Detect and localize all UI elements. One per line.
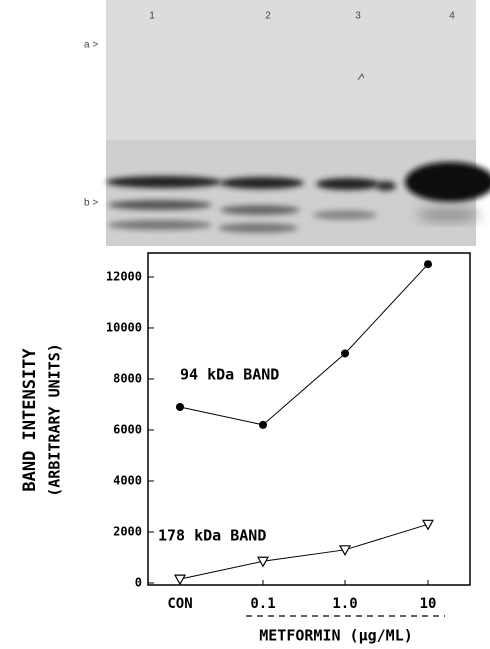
x-axis-label: METFORMIN (μg/ML) xyxy=(259,627,413,645)
lane-label: 4 xyxy=(449,11,455,22)
series-line xyxy=(179,263,429,426)
lane-label: 3 xyxy=(355,11,361,22)
data-point xyxy=(424,260,432,269)
data-point xyxy=(256,556,270,568)
series-label: 94 kDa BAND xyxy=(180,366,279,384)
x-tick-label: 10 xyxy=(420,596,437,612)
y-tick-label: 12000 xyxy=(106,269,142,283)
gel-marker: b > xyxy=(84,198,98,209)
y-tick-label: 10000 xyxy=(106,320,142,334)
series-label: 178 kDa BAND xyxy=(158,527,266,545)
x-tick-label: 0.1 xyxy=(250,596,275,612)
lane-label: 1 xyxy=(149,11,155,22)
y-tick-label: 0 xyxy=(135,575,142,589)
data-point xyxy=(338,545,352,557)
data-point xyxy=(421,519,435,531)
y-tick-label: 6000 xyxy=(113,422,142,436)
x-tick-label: 1.0 xyxy=(332,596,357,612)
y-tick-label: 4000 xyxy=(113,473,142,487)
gel-image xyxy=(106,0,490,246)
y-tick-label: 8000 xyxy=(113,371,142,385)
data-point xyxy=(341,349,349,358)
x-tick-label: CON xyxy=(167,596,192,612)
data-point xyxy=(173,574,187,586)
gel-marker: a > xyxy=(84,40,98,51)
y-axis-label: BAND INTENSITY xyxy=(20,348,40,492)
plot-frame xyxy=(147,252,471,586)
data-point xyxy=(176,403,184,412)
lane-label: 2 xyxy=(265,11,271,22)
data-point xyxy=(259,420,267,429)
series-line xyxy=(179,523,429,580)
y-tick-label: 2000 xyxy=(113,524,142,538)
y-axis-label: (ARBITRARY UNITS) xyxy=(46,343,64,497)
